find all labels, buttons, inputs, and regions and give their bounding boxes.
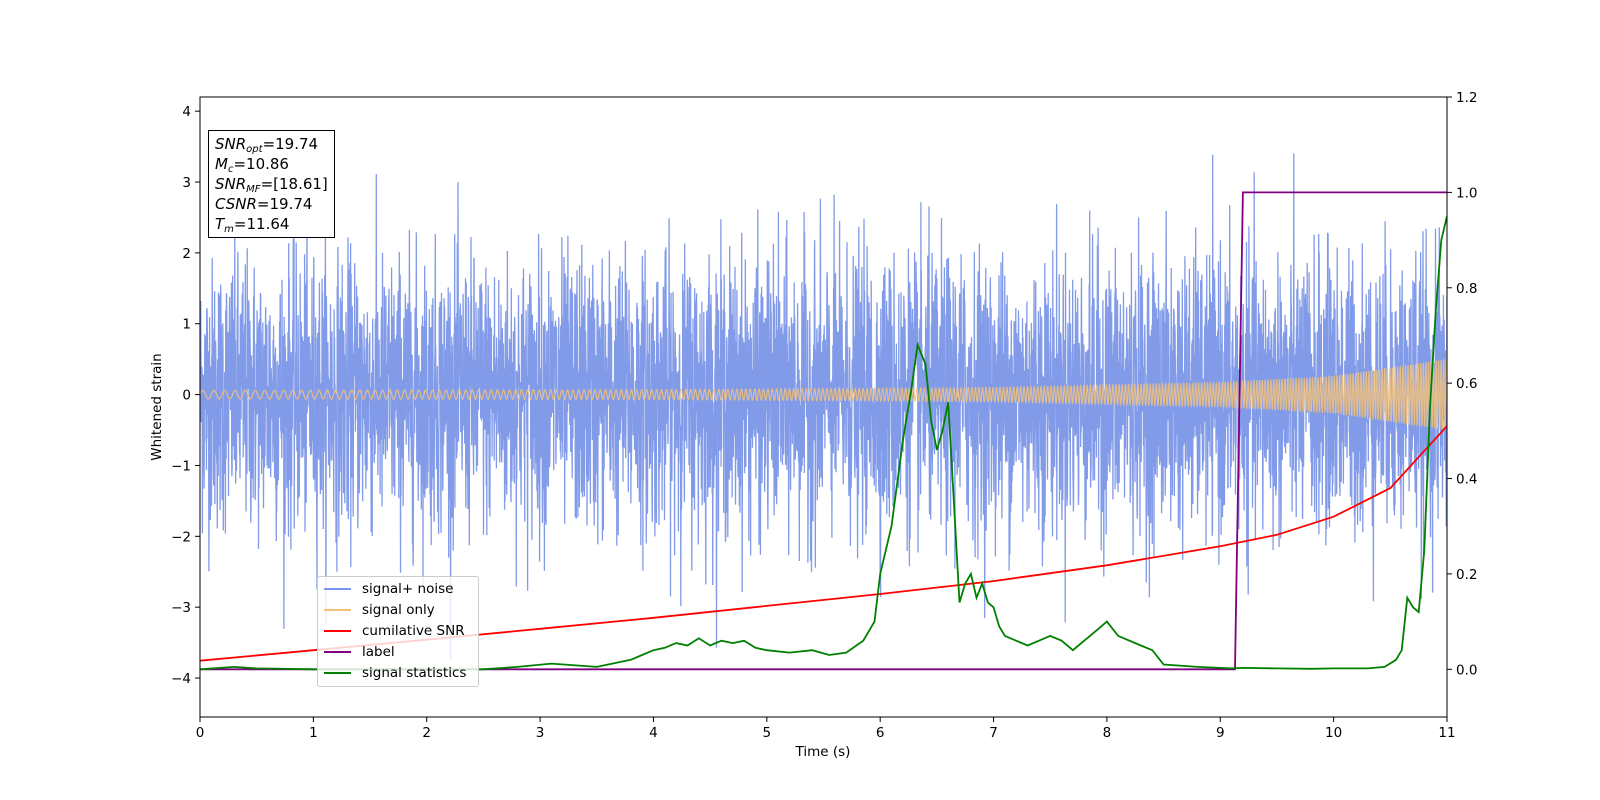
x-tick-label: 11 [1438,725,1455,741]
x-tick-label: 2 [422,725,431,741]
y-tick-label: 2 [182,246,191,262]
y-tick-label: 4 [182,104,191,120]
axis-layer: 0 1 2 3 4 5 6 7 8 9 10 11 −4 −3 −2 −1 0 1 2 3 4 0.0 0.2 0.4 0.6 0… [171,90,1477,741]
y2-tick-label: 0.4 [1456,472,1477,488]
legend-label-signal-statistics: signal statistics [362,665,467,681]
series-signal-statistics [200,215,1447,671]
y2-tick-label: 0.0 [1456,662,1477,678]
y-tick-label: −2 [171,529,191,545]
y-tick-label: 0 [182,388,191,404]
chirp-mass-line: Mc=10.86 [215,155,289,175]
y2-tick-label: 1.0 [1456,185,1477,201]
legend-item-signal-noise: signal+ noise [324,579,453,599]
x-tick-label: 3 [536,725,545,741]
legend-label-signal-noise: signal+ noise [362,581,454,597]
x-tick-label: 7 [989,725,998,741]
legend: signal+ noise signal only cumilative SNR… [317,576,479,687]
legend-label-label: label [362,644,395,660]
y-tick-label: 3 [182,175,191,191]
x-tick-label: 1 [309,725,318,741]
legend-swatch-signal-statistics [324,672,351,674]
y2-tick-label: 0.2 [1456,567,1477,583]
legend-swatch-signal-only [324,609,351,611]
legend-label-cumulative-snr: cumilative SNR [362,623,465,639]
x-tick-label: 0 [196,725,205,741]
x-tick-label: 8 [1103,725,1112,741]
y-tick-label: −3 [171,600,191,616]
legend-swatch-label [324,651,351,653]
legend-swatch-signal-noise [324,588,351,590]
snr-opt-line: SNRopt=19.74 [215,135,319,155]
merger-time-line: Tm=11.64 [215,215,290,235]
x-tick-label: 10 [1325,725,1342,741]
x-axis-label: Time (s) [795,744,851,760]
legend-item-label: label [324,642,395,662]
series-label [200,191,1447,671]
y2-tick-label: 0.8 [1456,281,1477,297]
y-tick-label: −4 [171,671,191,687]
legend-item-signal-only: signal only [324,600,435,620]
snr-mf-line: SNRMF=[18.61] [215,175,328,195]
annotation-box: SNRopt=19.74 Mc=10.86 SNRMF=[18.61] CSNR… [208,130,335,238]
legend-label-signal-only: signal only [362,602,435,618]
y-axis-label: Whitened strain [149,353,165,460]
plot-frame [199,96,1448,718]
x-tick-label: 4 [649,725,658,741]
y-tick-label: −1 [171,458,191,474]
x-tick-label: 5 [763,725,772,741]
legend-swatch-cumulative-snr [324,630,351,632]
csnr-line: CSNR=19.74 [215,195,313,213]
legend-item-signal-statistics: signal statistics [324,663,466,683]
legend-item-cumulative-snr: cumilative SNR [324,621,465,641]
y2-tick-label: 1.2 [1456,90,1477,106]
x-tick-label: 6 [876,725,885,741]
y-tick-label: 1 [182,317,191,333]
x-tick-label: 9 [1216,725,1225,741]
y2-tick-label: 0.6 [1456,376,1477,392]
